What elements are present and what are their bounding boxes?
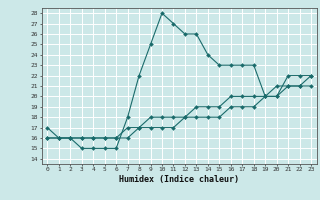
X-axis label: Humidex (Indice chaleur): Humidex (Indice chaleur) bbox=[119, 175, 239, 184]
